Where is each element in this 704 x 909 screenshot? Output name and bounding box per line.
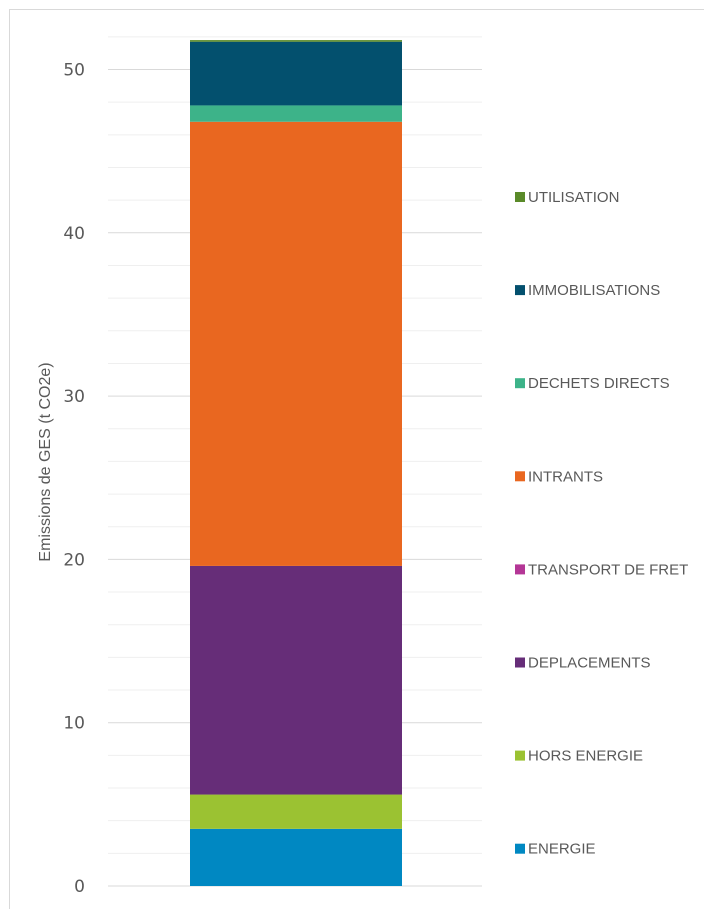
legend-swatch-dechets-directs [515,378,525,389]
y-tick-label: 0 [74,877,85,897]
y-tick-label: 20 [63,550,85,570]
legend-swatch-hors-energie [515,750,525,761]
legend-label-deplacements: DEPLACEMENTS [528,655,651,672]
legend: UTILISATION IMMOBILISATIONS DECHETS DIRECT… [515,189,688,858]
legend-label-transport-de-fret: TRANSPORT DE FRET [528,561,688,578]
legend-label-dechets-directs: DECHETS DIRECTS [528,375,670,392]
legend-swatch-utilisation [515,192,525,202]
legend-label-energie: ENERGIE [528,841,596,858]
legend-label-hors-energie: HORS ENERGIE [528,748,643,765]
legend-label-immobilisations: IMMOBILISATIONS [528,282,660,299]
y-axis-label: Emissions de GES (t CO2e) [37,362,54,561]
bar-segment-energie [190,828,402,886]
legend-swatch-energie [515,843,525,854]
bar-segment-intrants [190,121,402,566]
bar-stack [190,40,402,886]
y-tick-label: 30 [63,387,85,407]
legend-label-utilisation: UTILISATION [528,189,619,206]
legend-swatch-transport-de-fret [515,564,525,575]
bar-segment-deplacements [190,565,402,795]
legend-label-intrants: INTRANTS [528,468,603,485]
y-tick-label: 40 [63,224,85,244]
legend-swatch-immobilisations [515,285,525,296]
legend-swatch-deplacements [515,657,525,668]
y-tick-label: 10 [63,714,85,734]
legend-swatch-intrants [515,471,525,482]
bar-segment-hors-energie [190,794,402,829]
chart-frame [9,9,704,909]
bar-segment-utilisation [190,40,402,42]
y-axis-ticks: 0 10 20 30 40 50 [63,61,85,898]
bar-segment-immobilisations [190,41,402,106]
bar-segment-dechets-directs [190,105,402,122]
y-tick-label: 50 [63,61,85,81]
